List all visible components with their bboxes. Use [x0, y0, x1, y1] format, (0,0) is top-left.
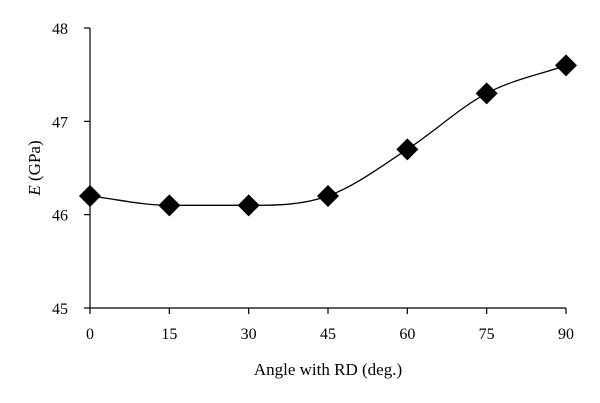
data-point-marker	[158, 194, 181, 217]
series-line	[89, 64, 567, 206]
y-tick-label: 48	[52, 21, 68, 38]
data-point-marker	[396, 138, 419, 161]
y-tick-label: 47	[52, 114, 68, 131]
data-point-marker	[79, 185, 101, 207]
data-point-marker	[237, 194, 260, 217]
x-tick-label: 60	[399, 326, 415, 343]
data-point-marker	[317, 185, 339, 207]
data-point-marker	[475, 82, 498, 105]
x-tick-label: 30	[241, 326, 257, 343]
x-tick-label: 0	[86, 326, 94, 343]
ticks: 0 15 30 45 60 75 90 45 46 47 48	[52, 21, 574, 343]
y-axis-title-symbol: E	[25, 185, 44, 197]
x-axis-title: Angle with RD (deg.)	[254, 360, 402, 379]
y-axis-title-unit: (GPa)	[25, 140, 44, 185]
x-tick-label: 15	[161, 326, 177, 343]
data-point-marker	[555, 54, 577, 77]
markers	[79, 54, 577, 217]
x-tick-label: 90	[558, 326, 574, 343]
y-tick-label: 46	[52, 208, 68, 225]
x-tick-label: 75	[479, 326, 495, 343]
axes	[89, 28, 566, 309]
y-tick-label: 45	[52, 301, 68, 318]
x-tick-label: 45	[320, 326, 336, 343]
y-axis-title: E (GPa)	[25, 140, 44, 196]
